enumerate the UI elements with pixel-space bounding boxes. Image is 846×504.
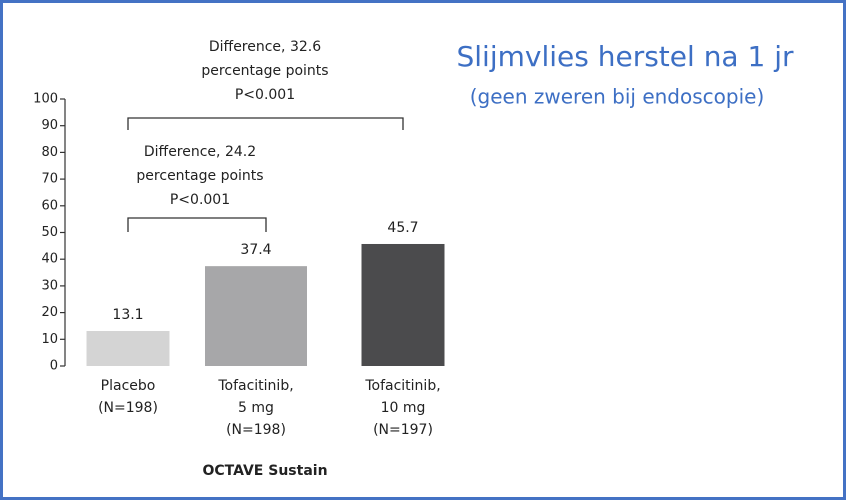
annotation: percentage points [136,168,263,184]
bar [205,266,307,366]
y-tick-label: 40 [41,252,58,267]
y-tick-label: 50 [41,225,58,240]
value-label: 13.1 [112,307,143,323]
x-tick-label: (N=197) [373,422,433,438]
bar [361,243,445,366]
x-tick-label: Placebo [101,378,156,394]
x-tick-label: Tofacitinib, [217,378,293,394]
bracket [127,117,404,130]
x-tick-label: 5 mg [238,400,274,416]
y-tick-label: 30 [41,278,58,293]
y-tick-label: 100 [33,92,58,107]
y-tick-label: 10 [41,332,58,347]
y-tick-label: 70 [41,172,58,187]
x-axis-label: OCTAVE Sustain [202,463,327,479]
chart-subtitle: (geen zweren bij endoscopie) [470,85,765,109]
x-tick-label: (N=198) [98,400,158,416]
value-label: 37.4 [240,242,271,258]
y-tick-label: 0 [50,359,58,374]
annotation: P<0.001 [235,87,295,103]
annotation: percentage points [201,63,328,79]
annotation: Difference, 32.6 [209,39,321,55]
y-tick-label: 90 [41,118,58,133]
x-tick-label: Tofacitinib, [364,378,440,394]
x-tick-label: (N=198) [226,422,286,438]
value-label: 45.7 [387,220,418,236]
x-tick-label: 10 mg [381,400,426,416]
y-tick-label: 60 [41,198,58,213]
bar [86,331,170,366]
y-tick-label: 20 [41,305,58,320]
y-tick-label: 80 [41,145,58,160]
bracket [127,217,267,232]
annotation: Difference, 24.2 [144,144,256,160]
annotation: P<0.001 [170,192,230,208]
chart-title: Slijmvlies herstel na 1 jr [457,40,794,73]
